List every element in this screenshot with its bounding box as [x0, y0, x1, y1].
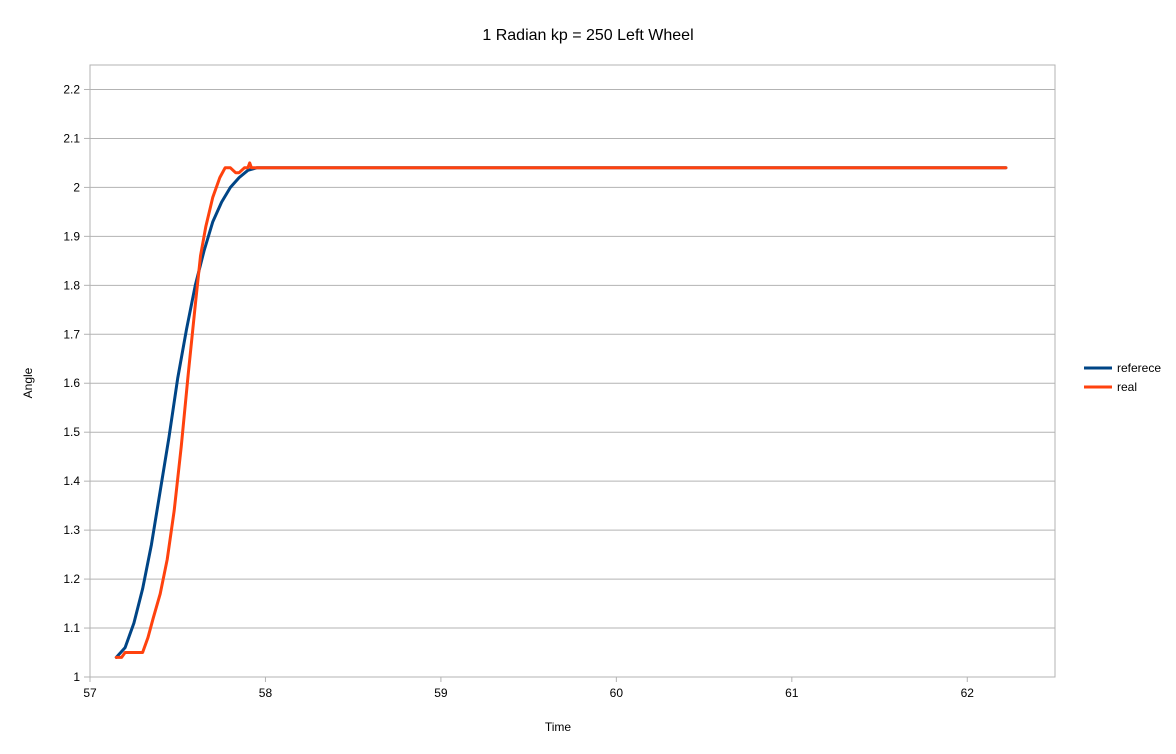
y-tick-label: 2.2	[63, 82, 80, 96]
series-layer	[114, 161, 1008, 659]
y-tick-label: 1.3	[63, 523, 80, 537]
legend-label: referece	[1117, 361, 1161, 375]
x-axis-ticks: 57 58 59 60 61 62	[83, 677, 974, 700]
legend: referece real	[1084, 361, 1161, 394]
x-tick-label: 59	[434, 686, 448, 700]
x-tick-label: 61	[785, 686, 799, 700]
chart-title: 1 Radian kp = 250 Left Wheel	[482, 27, 693, 44]
y-tick-label: 1.8	[63, 278, 80, 292]
y-tick-label: 1.6	[63, 376, 80, 390]
y-axis-label: Angle	[21, 367, 35, 398]
y-tick-label: 2	[73, 180, 80, 194]
y-tick-label: 1.4	[63, 474, 80, 488]
x-tick-label: 60	[610, 686, 624, 700]
y-tick-label: 1.1	[63, 621, 80, 635]
gridlines	[90, 88, 1055, 629]
series-line-referece	[114, 166, 1008, 659]
x-tick-label: 57	[83, 686, 97, 700]
y-tick-label: 1	[73, 670, 80, 684]
x-axis-label: Time	[545, 720, 572, 734]
y-tick-label: 1.7	[63, 327, 80, 341]
y-tick-label: 1.9	[63, 229, 80, 243]
legend-label: real	[1117, 380, 1137, 394]
x-tick-label: 62	[961, 686, 975, 700]
plot-area	[89, 64, 1056, 678]
y-axis-ticks: 1 1.1 1.2 1.3 1.4 1.5 1.6 1.7 1.8 1.9 2 2.1 2.2	[63, 82, 90, 684]
y-tick-label: 2.1	[63, 131, 80, 145]
y-tick-label: 1.2	[63, 572, 80, 586]
y-tick-label: 1.5	[63, 425, 80, 439]
series-line-real	[114, 161, 1008, 659]
x-tick-label: 58	[259, 686, 273, 700]
